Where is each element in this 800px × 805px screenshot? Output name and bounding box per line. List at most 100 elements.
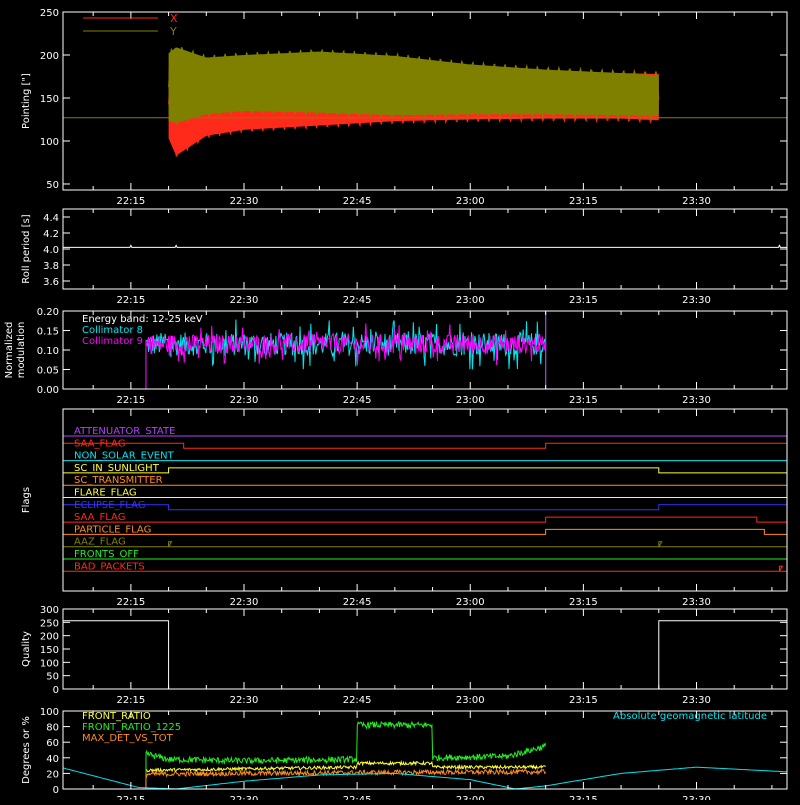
flag-label: SC_IN_SUNLIGHT (74, 463, 160, 474)
quality-y-tick-label: 300 (40, 605, 59, 616)
pointing-x-tick-label: 22:30 (230, 196, 259, 207)
ratios-y-tick-label: 80 (46, 723, 59, 734)
flags-x-tick-label: 23:00 (456, 597, 485, 608)
quality-x-tick-label: 22:15 (116, 695, 145, 706)
ratios-legend-label: FRONT_RATIO_1225 (82, 722, 181, 733)
roll_period-y-tick-label: 4.0 (43, 245, 59, 256)
roll_period-y-tick-label: 4.2 (43, 229, 59, 240)
ratios-y-tick-label: 100 (40, 707, 59, 718)
flag-label: FLARE_FLAG (74, 488, 137, 499)
ratios-x-tick-label: 22:15 (116, 795, 145, 800)
ratios-y-tick-label: 60 (46, 738, 59, 749)
flag-label: BAD_PACKETS (74, 561, 145, 572)
ratios-series-front-ratio (145, 759, 546, 790)
ratios-plot-frame (62, 710, 788, 790)
modulation-y-tick-label: 0.20 (37, 307, 59, 318)
flag-line (63, 504, 787, 511)
modulation-x-tick-label: 22:15 (116, 395, 145, 406)
quality-y-tick-label: 0 (53, 685, 59, 696)
pointing-y-axis-label: Pointing ["] (21, 73, 32, 129)
modulation-x-tick-label: 22:30 (230, 395, 259, 406)
roll_period-y-tick-label: 3.8 (43, 261, 59, 272)
flag-line (63, 516, 787, 523)
ratios-series-max-det-vs-tot (145, 767, 547, 790)
flag-label: NON_SOLAR_EVENT (74, 451, 175, 462)
ratios-legend-label: FRONT_RATIO (82, 711, 151, 722)
modulation-legend-label: Collimator 8 (82, 325, 143, 336)
pointing-y-tick-label: 50 (46, 180, 59, 191)
pointing-legend-label: Y (169, 25, 177, 38)
flags-x-tick-label: 23:30 (682, 597, 711, 608)
ratios-series-front-ratio-1225 (145, 720, 547, 790)
quality-x-tick-label: 22:45 (343, 695, 372, 706)
quality-y-tick-label: 200 (40, 632, 59, 643)
roll-period-line (63, 244, 787, 248)
ratios-series-absolute-geomagnetic-latitude (62, 766, 788, 790)
flag-label: ATTENUATOR_STATE (74, 426, 175, 437)
roll_period-x-tick-label: 22:45 (343, 295, 372, 306)
flags-plot-frame (62, 408, 788, 592)
modulation-y-axis-label: Normalizedmodulation (4, 322, 27, 379)
flag-line (63, 541, 787, 548)
ratios-x-tick-label: 22:45 (343, 795, 372, 800)
quality-y-tick-label: 150 (40, 645, 59, 656)
modulation-x-tick-label: 23:00 (456, 395, 485, 406)
quality-x-tick-label: 22:30 (230, 695, 259, 706)
flag-line (63, 442, 787, 449)
roll_period-x-tick-label: 23:00 (456, 295, 485, 306)
ratios-legend-label: Absolute geomagnetic latitude (613, 711, 767, 722)
pointing-x-tick-label: 23:30 (682, 196, 711, 207)
quality-y-axis-label: Quality (21, 631, 32, 667)
roll_period-x-tick-label: 22:30 (230, 295, 259, 306)
modulation-x-tick-label: 23:30 (682, 395, 711, 406)
modulation-series-collimator-9 (63, 311, 787, 390)
flags-x-tick-label: 23:15 (569, 597, 598, 608)
text-layer: 22:15 22:30 22:45 23:00 23:15 23:30 50 100 150 20… (4, 8, 767, 805)
roll_period-x-tick-label: 23:30 (682, 295, 711, 306)
flags-x-tick-label: 22:30 (230, 597, 259, 608)
ratios-x-tick-label: 23:00 (456, 795, 485, 800)
flag-label: AAZ_FLAG (74, 537, 126, 548)
flag-label: SAA_FLAG (74, 438, 125, 449)
flags-x-tick-label: 22:45 (343, 597, 372, 608)
ratios-y-tick-label: 0 (53, 785, 59, 796)
pointing-x-tick-label: 23:00 (456, 196, 485, 207)
quality-y-tick-label: 50 (46, 672, 59, 683)
pointing-y-tick-label: 100 (40, 137, 59, 148)
modulation-legend-label: Collimator 9 (82, 336, 143, 347)
roll_period-y-axis-label: Roll period [s] (21, 214, 32, 283)
modulation-y-tick-label: 0.05 (37, 366, 59, 377)
roll_period-x-tick-label: 23:15 (569, 295, 598, 306)
quality-y-tick-label: 250 (40, 618, 59, 629)
ratios-x-tick-label: 23:15 (569, 795, 598, 800)
ratios-y-tick-label: 40 (46, 754, 59, 765)
quality-x-tick-label: 23:30 (682, 695, 711, 706)
roll_period-y-tick-label: 4.4 (43, 213, 59, 224)
flag-label: PARTICLE_FLAG (74, 524, 151, 535)
flag-label: SAA_FLAG (74, 512, 125, 523)
modulation-y-tick-label: 0.15 (37, 327, 59, 338)
modulation-x-tick-label: 23:15 (569, 395, 598, 406)
pointing-y-tick-label: 150 (40, 94, 59, 105)
pointing-legend-label: X (170, 12, 178, 25)
pointing-x-tick-label: 22:45 (343, 196, 372, 207)
ratios-x-tick-label: 23:30 (682, 795, 711, 800)
flag-label: FRONTS_OFF (74, 549, 139, 560)
pointing-x-tick-label: 23:15 (569, 196, 598, 207)
roll_period-y-tick-label: 3.6 (43, 277, 59, 288)
pointing-y-tick-label: 200 (40, 51, 59, 62)
quality-x-tick-label: 23:00 (456, 695, 485, 706)
flag-label: ECLIPSE_FLAG (74, 500, 145, 511)
pointing-y-tick-label: 250 (40, 8, 59, 19)
roll_period-x-tick-label: 22:15 (116, 295, 145, 306)
flag-line (63, 467, 787, 474)
modulation-x-tick-label: 22:45 (343, 395, 372, 406)
flag-line (63, 565, 787, 572)
ratios-y-tick-label: 20 (46, 769, 59, 780)
data-layer (62, 46, 788, 790)
quality-x-tick-label: 23:15 (569, 695, 598, 706)
axes-layer (62, 11, 788, 790)
